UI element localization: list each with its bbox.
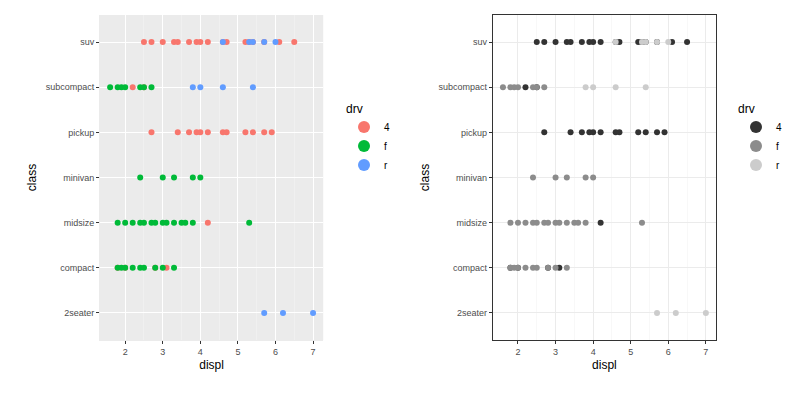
svg-text:class: class xyxy=(25,164,39,191)
svg-text:displ: displ xyxy=(199,358,224,372)
svg-text:7: 7 xyxy=(311,347,316,357)
svg-text:6: 6 xyxy=(273,347,278,357)
svg-text:suv: suv xyxy=(473,37,488,47)
svg-text:4: 4 xyxy=(776,122,782,133)
svg-text:r: r xyxy=(776,160,780,171)
svg-text:r: r xyxy=(384,160,388,171)
svg-text:6: 6 xyxy=(666,347,671,357)
svg-text:4: 4 xyxy=(384,122,390,133)
svg-text:pickup: pickup xyxy=(461,128,487,138)
svg-text:3: 3 xyxy=(160,347,165,357)
svg-text:minivan: minivan xyxy=(456,173,487,183)
svg-text:drv: drv xyxy=(346,102,363,116)
svg-text:drv: drv xyxy=(738,102,755,116)
svg-text:displ: displ xyxy=(592,358,617,372)
svg-text:pickup: pickup xyxy=(68,128,94,138)
svg-text:7: 7 xyxy=(703,347,708,357)
svg-text:2seater: 2seater xyxy=(64,308,94,318)
svg-text:minivan: minivan xyxy=(63,173,94,183)
svg-text:class: class xyxy=(418,164,432,191)
svg-text:midsize: midsize xyxy=(64,218,95,228)
svg-text:5: 5 xyxy=(235,347,240,357)
svg-text:4: 4 xyxy=(198,347,203,357)
svg-text:3: 3 xyxy=(553,347,558,357)
svg-text:2seater: 2seater xyxy=(457,308,487,318)
svg-text:4: 4 xyxy=(591,347,596,357)
svg-text:compact: compact xyxy=(60,263,95,273)
svg-text:suv: suv xyxy=(80,37,95,47)
svg-text:2: 2 xyxy=(123,347,128,357)
svg-text:5: 5 xyxy=(628,347,633,357)
svg-text:subcompact: subcompact xyxy=(438,82,487,92)
svg-text:f: f xyxy=(384,141,387,152)
svg-text:f: f xyxy=(776,141,779,152)
svg-text:subcompact: subcompact xyxy=(46,82,95,92)
svg-text:2: 2 xyxy=(515,347,520,357)
svg-text:midsize: midsize xyxy=(456,218,487,228)
svg-text:compact: compact xyxy=(453,263,488,273)
